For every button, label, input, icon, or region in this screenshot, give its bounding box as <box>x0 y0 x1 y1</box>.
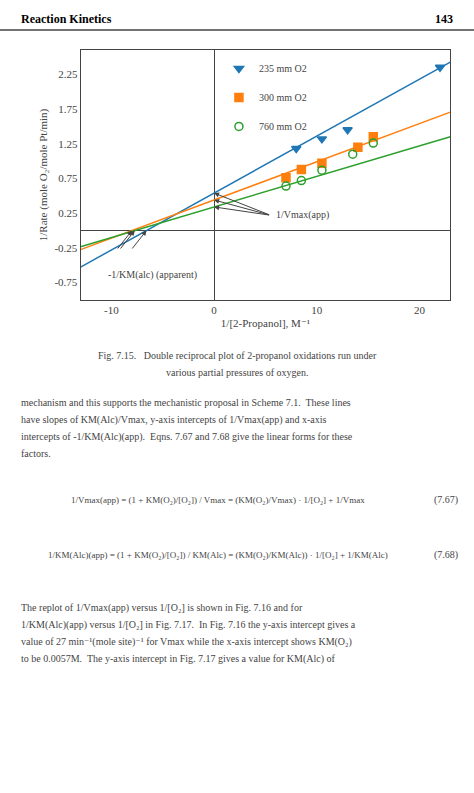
svg-text:1/Rate (mole O₂/mole Pt/min): 1/Rate (mole O₂/mole Pt/min) <box>37 108 50 241</box>
svg-text:Fig. 7.15. Double reciprocal: Fig. 7.15. Double reciprocal plot of 2-p… <box>98 350 377 361</box>
svg-text:10: 10 <box>311 304 323 316</box>
svg-text:The replot of 1/Vmax(app) vers: The replot of 1/Vmax(app) versus 1/[O₂] … <box>21 602 303 614</box>
svg-text:1/KM(Alc)(app) = (1 + KM(O₂)/[: 1/KM(Alc)(app) = (1 + KM(O₂)/[O₂]) / KM(… <box>48 550 388 560</box>
svg-text:300 mm O2: 300 mm O2 <box>259 92 307 103</box>
svg-text:143: 143 <box>435 12 453 26</box>
svg-text:0.25: 0.25 <box>58 207 78 219</box>
svg-text:have slopes of KM(Alc)/Vmax, y: have slopes of KM(Alc)/Vmax, y-axis inte… <box>21 414 327 426</box>
svg-text:-0.75: -0.75 <box>54 276 77 288</box>
svg-text:value of 27 min⁻¹(mole site)⁻¹: value of 27 min⁻¹(mole site)⁻¹ for Vmax … <box>21 636 352 648</box>
svg-text:0.75: 0.75 <box>58 172 78 184</box>
svg-text:1.75: 1.75 <box>58 103 78 115</box>
svg-text:2.25: 2.25 <box>58 68 78 80</box>
svg-text:235 mm O2: 235 mm O2 <box>259 63 307 74</box>
svg-text:(7.67): (7.67) <box>434 494 458 506</box>
svg-text:-1/KM(alc) (apparent): -1/KM(alc) (apparent) <box>108 269 197 281</box>
svg-text:0: 0 <box>211 304 217 316</box>
svg-text:1/KM(Alc)(app) versus 1/[O₂] i: 1/KM(Alc)(app) versus 1/[O₂] in Fig. 7.1… <box>21 619 356 631</box>
svg-text:1.25: 1.25 <box>58 138 78 150</box>
svg-text:to be 0.0057M. The y-axis int: to be 0.0057M. The y-axis intercept in F… <box>21 653 336 665</box>
svg-text:1/[2-Propanol], M⁻¹: 1/[2-Propanol], M⁻¹ <box>221 317 310 329</box>
svg-text:20: 20 <box>414 304 426 316</box>
svg-text:Reaction Kinetics: Reaction Kinetics <box>21 12 112 26</box>
svg-text:1/Vmax(app): 1/Vmax(app) <box>276 209 329 221</box>
svg-text:-10: -10 <box>104 304 119 316</box>
svg-text:-0.25: -0.25 <box>54 242 77 254</box>
svg-text:(7.68): (7.68) <box>434 549 458 561</box>
svg-text:1/Vmax(app) = (1 + KM(O₂)/[O₂]: 1/Vmax(app) = (1 + KM(O₂)/[O₂]) / Vmax =… <box>71 495 365 505</box>
svg-text:mechanism and this supports th: mechanism and this supports the mechanis… <box>21 397 351 408</box>
svg-text:factors.: factors. <box>21 448 51 459</box>
svg-text:intercepts of -1/KM(Alc)(app).: intercepts of -1/KM(Alc)(app). Eqns. 7.6… <box>21 431 353 443</box>
svg-text:various partial pressures of o: various partial pressures of oxygen. <box>166 367 308 378</box>
svg-text:760 mm O2: 760 mm O2 <box>259 121 307 132</box>
